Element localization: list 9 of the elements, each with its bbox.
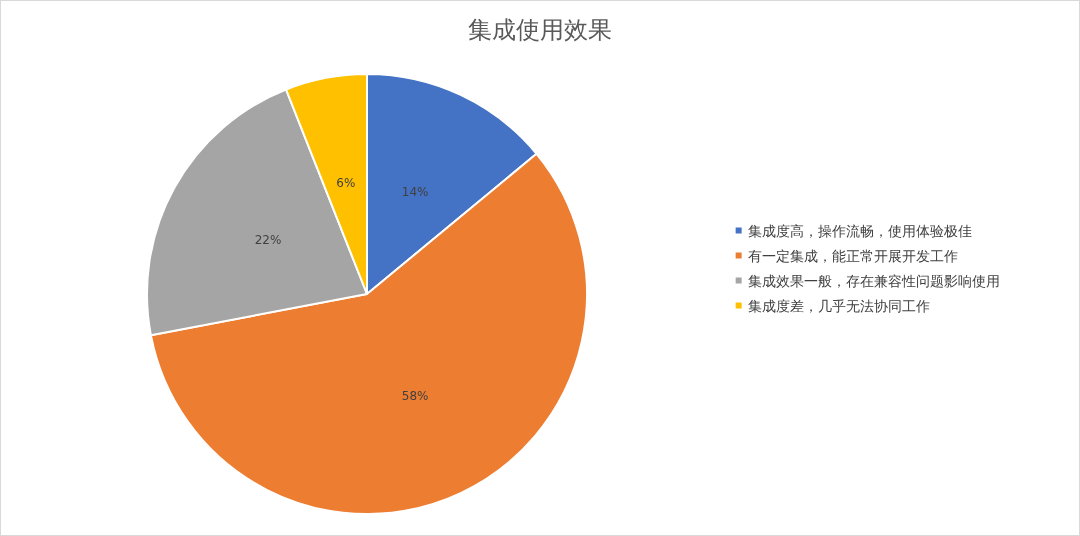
legend-label: 集成效果一般，存在兼容性问题影响使用 (747, 272, 1000, 289)
data-label: 58% (401, 389, 429, 404)
data-label: 14% (401, 184, 429, 199)
legend-label: 集成度差，几乎无法协同工作 (747, 297, 930, 314)
legend-label: 集成度高，操作流畅，使用体验极佳 (747, 222, 972, 239)
data-label: 6% (336, 176, 356, 190)
data-label: 22% (254, 232, 282, 247)
chart-title: 集成使用效果 (468, 16, 612, 44)
legend-label: 有一定集成，能正常开展开发工作 (747, 247, 958, 264)
